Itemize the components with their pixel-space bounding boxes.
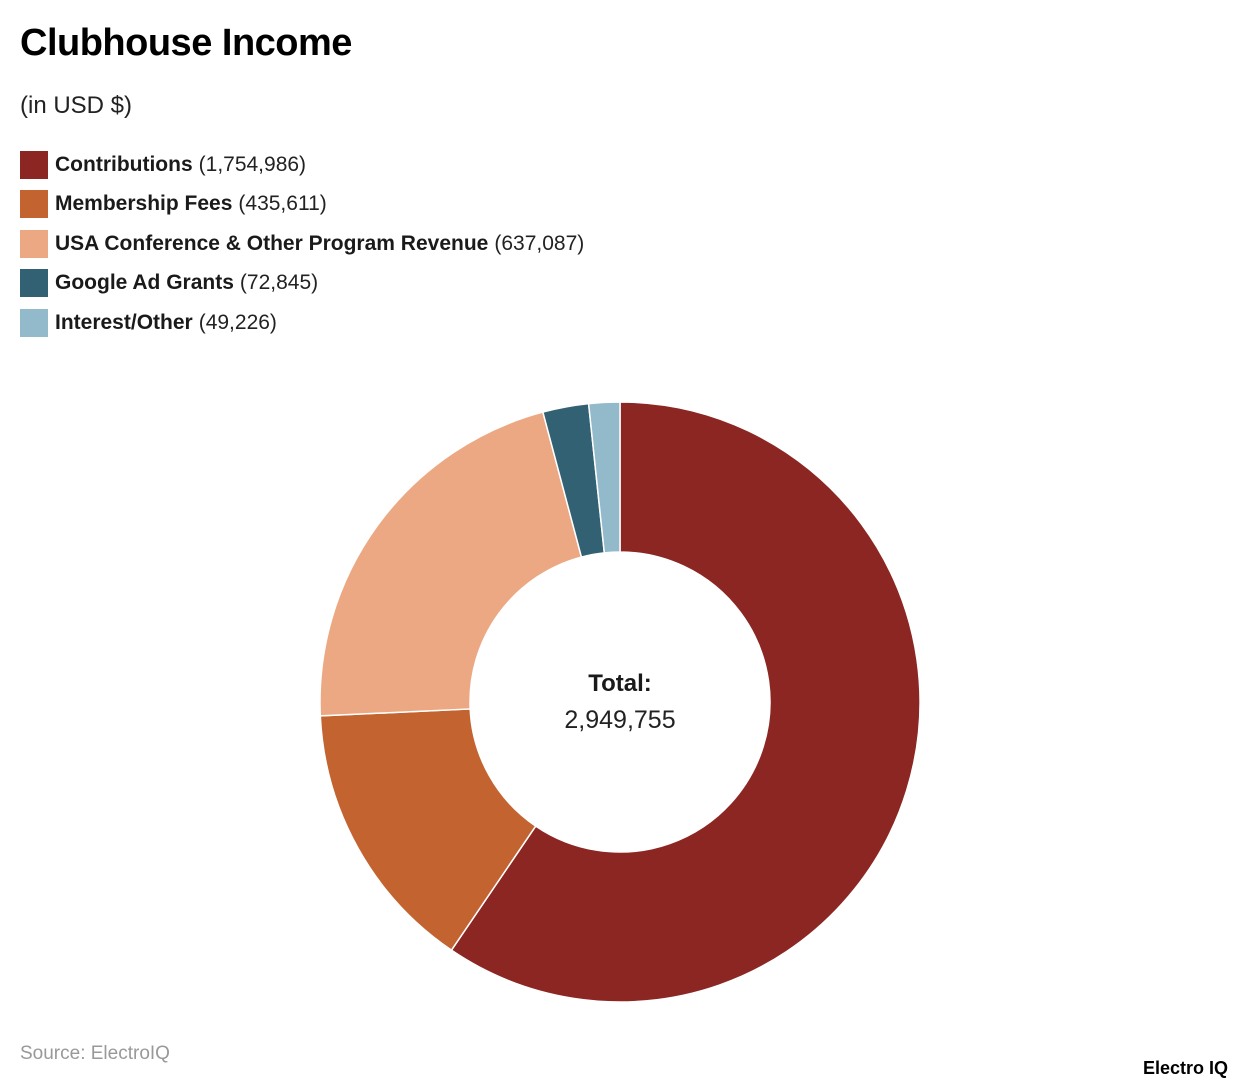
legend-label: Interest/Other <box>55 310 193 334</box>
legend-value: (72,845) <box>239 271 319 295</box>
legend-label: USA Conference & Other Program Revenue <box>55 231 489 255</box>
chart-subtitle: (in USD $) <box>20 92 133 119</box>
brand-logo: Electro IQ <box>1142 1058 1228 1078</box>
legend-swatch <box>20 229 48 258</box>
legend-label: Membership Fees <box>55 192 233 216</box>
slice-contributions <box>450 401 921 1003</box>
legend-swatch <box>20 190 48 219</box>
legend-value: (49,226) <box>198 310 277 334</box>
legend-swatch <box>20 308 48 337</box>
slice-interest-other <box>587 401 621 554</box>
source-note: Source: ElectroIQ <box>20 1043 170 1064</box>
slice-membership-fees <box>319 708 537 952</box>
total-label: Total: <box>588 670 652 697</box>
legend-item-interest-other: Interest/Other (49,226) <box>20 303 584 343</box>
legend-value: (637,087) <box>494 231 585 255</box>
legend-swatch <box>20 150 48 179</box>
donut-slices <box>319 401 921 1003</box>
chart-title: Clubhouse Income <box>20 22 352 64</box>
legend-value: (1,754,986) <box>198 152 307 176</box>
legend: Contributions (1,754,986) Membership Fee… <box>20 145 584 343</box>
legend-item-google-ad-grants: Google Ad Grants (72,845) <box>20 264 584 304</box>
total-value: 2,949,755 <box>564 706 676 734</box>
legend-item-membership-fees: Membership Fees (435,611) <box>20 185 584 225</box>
slice-usa-conference-other-program-revenue <box>319 411 583 717</box>
legend-label: Contributions <box>55 152 193 176</box>
legend-item-contributions: Contributions (1,754,986) <box>20 145 584 185</box>
legend-value: (435,611) <box>238 192 327 216</box>
legend-swatch <box>20 269 48 298</box>
legend-label: Google Ad Grants <box>55 271 234 295</box>
legend-item-usa-conference: USA Conference & Other Program Revenue (… <box>20 224 584 264</box>
